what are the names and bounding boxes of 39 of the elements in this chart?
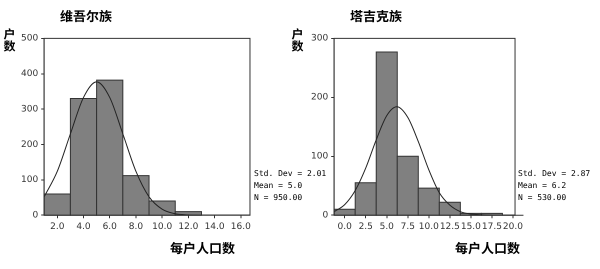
- y-tick-label: 200: [310, 92, 328, 103]
- x-tick-label: 7.5: [400, 222, 415, 232]
- y-tick-label: 0: [32, 210, 38, 221]
- y-tick-label: 100: [20, 175, 38, 186]
- x-tick-label: 14.0: [204, 222, 225, 232]
- y-tick-label: 400: [20, 69, 38, 80]
- x-tick-label: 8.0: [128, 222, 144, 232]
- x-tick-label: 16.0: [230, 222, 252, 232]
- y-tick-label: 300: [310, 34, 328, 44]
- y-axis-title: 户数: [289, 28, 306, 52]
- x-tick-label: 15.0: [460, 222, 482, 232]
- x-tick-label: 4.0: [76, 222, 91, 232]
- y-tick-label: 500: [20, 34, 38, 44]
- y-tick-label: 300: [20, 104, 38, 114]
- x-tick-label: 0.0: [338, 222, 352, 232]
- text: Mean = 6.2: [518, 180, 568, 192]
- y-tick-label: 100: [310, 152, 328, 162]
- x-tick-label: 10.0: [152, 222, 172, 232]
- x-tick-label: 2.5: [358, 222, 373, 232]
- y-tick-label: 200: [20, 140, 38, 150]
- text: Std. Dev = 2.01: [254, 168, 326, 180]
- x-tick-label: 5.0: [380, 222, 394, 232]
- y-tick-label: 0: [322, 210, 328, 221]
- y-axis-title: 户数: [1, 28, 18, 52]
- x-tick-label: 10.0: [418, 222, 440, 232]
- x-axis-title: 每户人口数: [455, 238, 520, 257]
- x-tick-label: 12.5: [440, 222, 460, 232]
- text: N = 950.00: [254, 192, 304, 204]
- x-tick-label: 6.0: [102, 222, 118, 232]
- text: N = 530.00: [518, 192, 568, 204]
- x-tick-label: 20.0: [502, 222, 524, 232]
- x-tick-label: 12.0: [178, 222, 199, 232]
- chart-title: 塔吉克族: [350, 6, 402, 25]
- x-tick-label: 17.5: [482, 222, 502, 232]
- text: Mean = 5.0: [254, 180, 304, 192]
- chart-title: 维吾尔族: [60, 6, 112, 25]
- text: Std. Dev = 2.87: [518, 168, 590, 180]
- x-tick-label: 2.0: [50, 222, 65, 232]
- x-axis-title: 每户人口数: [170, 238, 236, 257]
